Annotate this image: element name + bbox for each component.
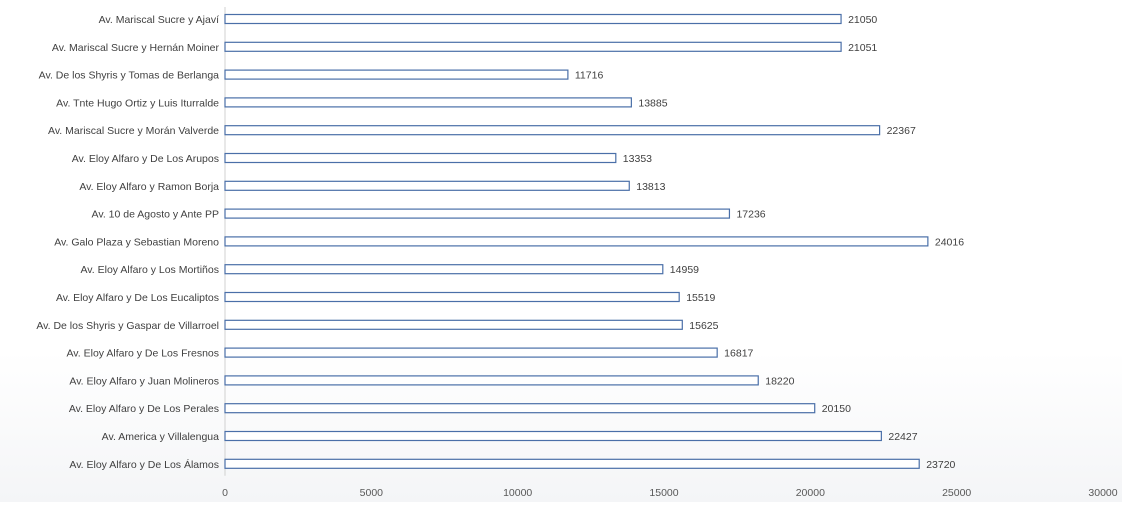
- data-label: 13885: [638, 97, 667, 109]
- data-label: 16817: [724, 348, 753, 360]
- x-tick-label: 20000: [796, 487, 825, 499]
- category-label: Av. Mariscal Sucre y Hernán Moiner: [52, 42, 220, 54]
- x-tick-label: 10000: [503, 487, 532, 499]
- data-label: 15625: [689, 320, 718, 332]
- data-label: 13813: [636, 181, 665, 193]
- bar: [224, 125, 881, 136]
- bars-layer: [224, 13, 929, 469]
- category-label: Av. De los Shyris y Tomas de Berlanga: [39, 70, 219, 82]
- data-label: 24016: [935, 236, 964, 248]
- data-label: 22427: [888, 431, 917, 443]
- data-label: 17236: [736, 209, 765, 221]
- category-label: Av. Eloy Alfaro y Juan Molineros: [69, 375, 219, 387]
- category-label: Av. Galo Plaza y Sebastian Moreno: [54, 236, 219, 248]
- x-tick-label: 30000: [1088, 487, 1117, 499]
- bar: [224, 375, 759, 386]
- data-label: 14959: [670, 264, 699, 276]
- category-label: Av. Eloy Alfaro y Ramon Borja: [79, 181, 219, 193]
- data-label: 18220: [765, 375, 794, 387]
- category-label: Av. Eloy Alfaro y De Los Eucaliptos: [56, 292, 219, 304]
- bar: [224, 180, 630, 191]
- x-tick-label: 15000: [649, 487, 678, 499]
- bar: [224, 347, 718, 358]
- data-label: 20150: [822, 403, 851, 415]
- bar: [224, 319, 683, 330]
- category-label: Av. Eloy Alfaro y De Los Arupos: [72, 153, 219, 165]
- x-tick-label: 25000: [942, 487, 971, 499]
- data-label: 11716: [575, 70, 604, 82]
- bar: [224, 152, 617, 164]
- data-label: 21051: [848, 42, 877, 54]
- x-tick-label: 0: [222, 487, 228, 499]
- category-label: Av. Eloy Alfaro y Los Mortiños: [80, 264, 219, 276]
- category-label: Av. Tnte Hugo Ortiz y Luis Iturralde: [56, 97, 219, 109]
- bar: [224, 403, 816, 414]
- bar: [224, 458, 920, 469]
- data-label: 23720: [926, 459, 955, 471]
- data-label: 15519: [686, 292, 715, 304]
- labels-layer: Av. Mariscal Sucre y Ajaví 21050 Av. Maris…: [36, 14, 964, 471]
- bar: [224, 69, 569, 80]
- category-label: Av. Mariscal Sucre y Morán Valverde: [48, 125, 219, 137]
- bar: [224, 41, 842, 52]
- data-label: 21050: [848, 14, 877, 26]
- data-label: 22367: [887, 125, 916, 137]
- bar: [224, 264, 664, 275]
- category-label: Av. Eloy Alfaro y De Los Fresnos: [66, 348, 219, 360]
- bar: [224, 97, 632, 108]
- category-label: Av. America y Villalengua: [102, 431, 219, 443]
- category-label: Av. De los Shyris y Gaspar de Villarroel: [36, 320, 219, 332]
- axis-layer: 0 5000 10000 15000 20000 25000 30000: [222, 7, 1118, 499]
- data-label: 13353: [623, 153, 652, 165]
- category-label: Av. Eloy Alfaro y De Los Álamos: [69, 458, 219, 471]
- bar: [224, 13, 842, 25]
- category-label: Av. 10 de Agosto y Ante PP: [92, 209, 219, 221]
- category-label: Av. Eloy Alfaro y De Los Perales: [69, 403, 219, 415]
- category-label: Av. Mariscal Sucre y Ajaví: [99, 14, 219, 26]
- bar: [224, 430, 882, 442]
- bar: [224, 208, 731, 219]
- x-tick-label: 5000: [360, 487, 384, 499]
- bar: [224, 236, 929, 247]
- bar: [224, 291, 680, 303]
